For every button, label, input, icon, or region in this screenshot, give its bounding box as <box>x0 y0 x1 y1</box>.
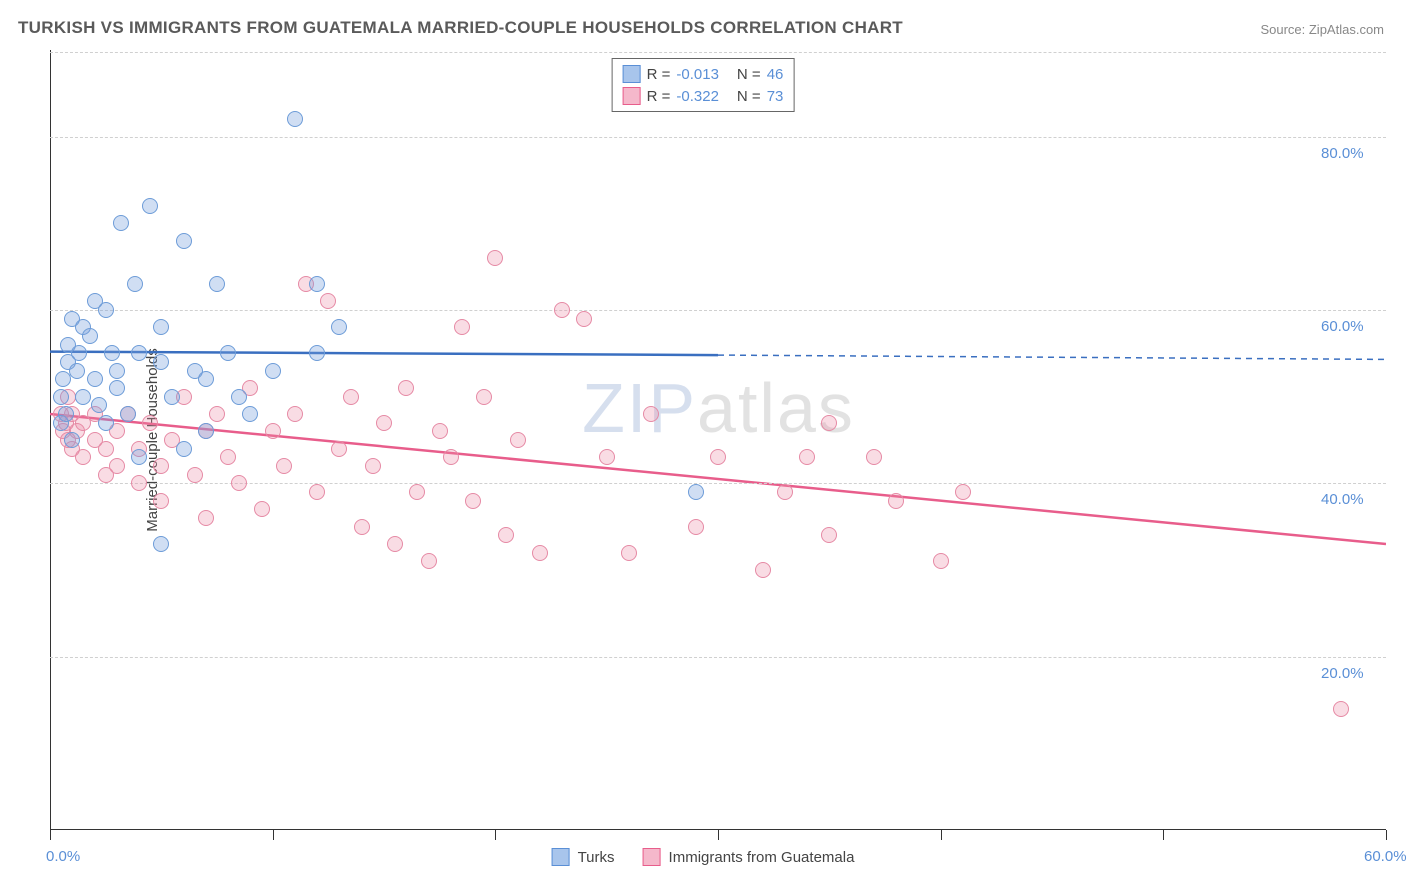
scatter-point-guatemala <box>421 553 437 569</box>
scatter-point-guatemala <box>955 484 971 500</box>
scatter-point-guatemala <box>755 562 771 578</box>
r-value: -0.322 <box>676 88 719 105</box>
watermark-ip: IP <box>627 369 697 447</box>
x-tick <box>273 830 274 840</box>
correlation-legend-row: R = -0.322 N = 73 <box>623 85 784 107</box>
gridline-h <box>50 137 1386 138</box>
scatter-point-guatemala <box>198 510 214 526</box>
n-label: N = <box>737 66 761 83</box>
y-tick-label: 20.0% <box>1321 665 1364 682</box>
scatter-point-guatemala <box>387 536 403 552</box>
x-tick <box>718 830 719 840</box>
plot-area: Married-couple Households ZIPatlas <box>50 50 1386 830</box>
scatter-point-turks <box>265 363 281 379</box>
legend-item-guatemala: Immigrants from Guatemala <box>643 848 855 866</box>
scatter-point-guatemala <box>621 545 637 561</box>
y-tick-label: 60.0% <box>1321 318 1364 335</box>
scatter-point-guatemala <box>376 415 392 431</box>
series-legend: Turks Immigrants from Guatemala <box>552 848 855 866</box>
legend-label-guatemala: Immigrants from Guatemala <box>669 849 855 866</box>
scatter-point-guatemala <box>888 493 904 509</box>
scatter-point-turks <box>98 415 114 431</box>
scatter-point-guatemala <box>510 432 526 448</box>
correlation-legend-row: R = -0.013 N = 46 <box>623 63 784 85</box>
legend-label-turks: Turks <box>578 849 615 866</box>
n-value: 73 <box>767 88 784 105</box>
scatter-point-guatemala <box>532 545 548 561</box>
scatter-point-guatemala <box>98 441 114 457</box>
source-label: Source: ZipAtlas.com <box>1260 22 1384 37</box>
scatter-point-turks <box>53 389 69 405</box>
scatter-point-guatemala <box>287 406 303 422</box>
x-tick <box>941 830 942 840</box>
n-label: N = <box>737 88 761 105</box>
gridline-h <box>50 52 1386 53</box>
scatter-point-turks <box>209 276 225 292</box>
chart-title: TURKISH VS IMMIGRANTS FROM GUATEMALA MAR… <box>18 18 903 38</box>
scatter-point-guatemala <box>153 493 169 509</box>
scatter-point-turks <box>120 406 136 422</box>
n-value: 46 <box>767 66 784 83</box>
scatter-point-turks <box>109 380 125 396</box>
scatter-point-guatemala <box>142 415 158 431</box>
scatter-point-guatemala <box>209 406 225 422</box>
gridline-h <box>50 657 1386 658</box>
scatter-point-turks <box>688 484 704 500</box>
scatter-point-guatemala <box>933 553 949 569</box>
scatter-point-guatemala <box>599 449 615 465</box>
scatter-point-turks <box>82 328 98 344</box>
scatter-point-turks <box>75 389 91 405</box>
scatter-point-guatemala <box>465 493 481 509</box>
scatter-point-turks <box>98 302 114 318</box>
scatter-point-turks <box>176 233 192 249</box>
scatter-point-turks <box>109 363 125 379</box>
x-tick <box>1163 830 1164 840</box>
x-tick <box>50 830 51 840</box>
scatter-point-guatemala <box>265 423 281 439</box>
legend-item-turks: Turks <box>552 848 615 866</box>
watermark: ZIPatlas <box>582 368 855 448</box>
scatter-point-guatemala <box>476 389 492 405</box>
legend-swatch-icon <box>623 87 641 105</box>
scatter-point-guatemala <box>688 519 704 535</box>
legend-swatch-icon <box>623 65 641 83</box>
r-value: -0.013 <box>676 66 719 83</box>
legend-swatch-guatemala <box>643 848 661 866</box>
scatter-point-guatemala <box>276 458 292 474</box>
x-tick <box>495 830 496 840</box>
scatter-point-turks <box>58 406 74 422</box>
gridline-h <box>50 310 1386 311</box>
scatter-point-guatemala <box>343 389 359 405</box>
scatter-point-turks <box>87 371 103 387</box>
scatter-point-guatemala <box>432 423 448 439</box>
scatter-point-turks <box>127 276 143 292</box>
scatter-point-guatemala <box>554 302 570 318</box>
scatter-point-turks <box>69 363 85 379</box>
scatter-point-guatemala <box>365 458 381 474</box>
gridline-h <box>50 483 1386 484</box>
scatter-point-turks <box>176 441 192 457</box>
watermark-rest: atlas <box>697 369 855 447</box>
scatter-point-guatemala <box>777 484 793 500</box>
x-tick <box>1386 830 1387 840</box>
correlation-legend: R = -0.013 N = 46 R = -0.322 N = 73 <box>612 58 795 112</box>
scatter-point-guatemala <box>821 415 837 431</box>
r-label: R = <box>647 66 671 83</box>
y-tick-label: 80.0% <box>1321 145 1364 162</box>
scatter-point-turks <box>231 389 247 405</box>
scatter-point-guatemala <box>187 467 203 483</box>
x-tick-label: 0.0% <box>46 848 80 865</box>
scatter-point-guatemala <box>109 458 125 474</box>
scatter-point-guatemala <box>254 501 270 517</box>
watermark-z: Z <box>582 369 627 447</box>
x-tick-label: 60.0% <box>1364 848 1406 865</box>
y-tick-label: 40.0% <box>1321 491 1364 508</box>
legend-swatch-turks <box>552 848 570 866</box>
r-label: R = <box>647 88 671 105</box>
scatter-point-guatemala <box>576 311 592 327</box>
scatter-point-guatemala <box>354 519 370 535</box>
